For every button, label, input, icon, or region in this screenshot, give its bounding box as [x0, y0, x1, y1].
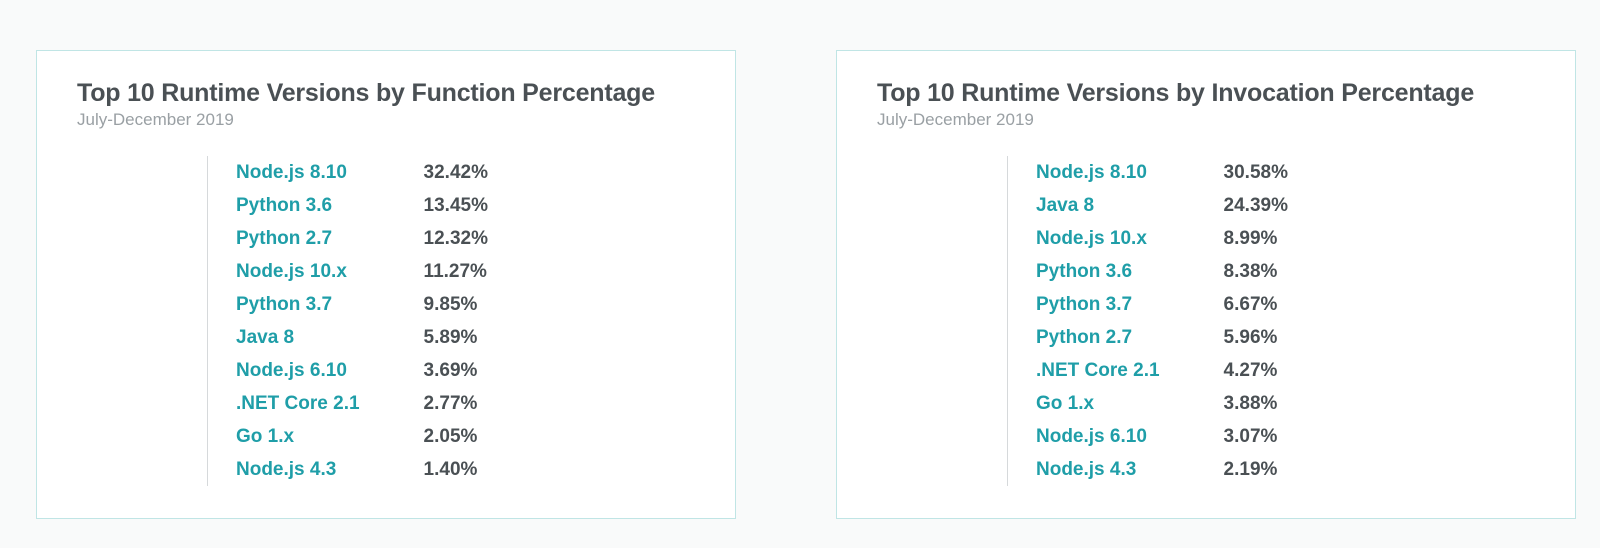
runtime-name: Node.js 8.10 [236, 156, 424, 189]
runtime-name: Node.js 10.x [1036, 222, 1224, 255]
runtime-name: .NET Core 2.1 [236, 387, 424, 420]
runtime-name: Node.js 6.10 [236, 354, 424, 387]
runtime-value: 2.19% [1224, 453, 1288, 486]
runtime-value: 32.42% [424, 156, 488, 189]
runtime-value: 13.45% [424, 189, 488, 222]
runtime-name: Python 3.7 [1036, 288, 1224, 321]
runtime-name: Python 2.7 [236, 222, 424, 255]
panel-subtitle: July-December 2019 [77, 110, 695, 130]
table-row: Go 1.x3.88% [1036, 387, 1288, 420]
table-row: Node.js 6.103.07% [1036, 420, 1288, 453]
panel-invocation-percentage: Top 10 Runtime Versions by Invocation Pe… [836, 50, 1576, 519]
runtime-name: Python 3.7 [236, 288, 424, 321]
panel-list: Node.js 8.1030.58% Java 824.39% Node.js … [877, 156, 1535, 486]
table-row: Node.js 10.x8.99% [1036, 222, 1288, 255]
table-row: Node.js 8.1030.58% [1036, 156, 1288, 189]
table-row: Node.js 4.31.40% [236, 453, 488, 486]
runtime-value: 6.67% [1224, 288, 1288, 321]
runtime-value: 3.69% [424, 354, 488, 387]
runtime-value: 1.40% [424, 453, 488, 486]
table-row: Node.js 8.1032.42% [236, 156, 488, 189]
runtime-value: 2.05% [424, 420, 488, 453]
runtime-name: Node.js 4.3 [1036, 453, 1224, 486]
table-row: .NET Core 2.14.27% [1036, 354, 1288, 387]
canvas: Top 10 Runtime Versions by Function Perc… [0, 0, 1600, 548]
vertical-rule [207, 156, 208, 486]
table-row: Python 3.76.67% [1036, 288, 1288, 321]
table-row: Node.js 10.x11.27% [236, 255, 488, 288]
runtime-name: Node.js 10.x [236, 255, 424, 288]
runtime-value: 9.85% [424, 288, 488, 321]
table-row: Node.js 6.103.69% [236, 354, 488, 387]
runtime-value: 24.39% [1224, 189, 1288, 222]
runtime-name: Python 2.7 [1036, 321, 1224, 354]
runtime-value: 4.27% [1224, 354, 1288, 387]
runtime-value: 12.32% [424, 222, 488, 255]
table-row: Python 3.613.45% [236, 189, 488, 222]
runtime-value: 5.89% [424, 321, 488, 354]
table-row: Python 2.75.96% [1036, 321, 1288, 354]
runtime-name: Go 1.x [1036, 387, 1224, 420]
runtime-name: Python 3.6 [1036, 255, 1224, 288]
table-row: Java 824.39% [1036, 189, 1288, 222]
runtime-name: Python 3.6 [236, 189, 424, 222]
panel-title: Top 10 Runtime Versions by Function Perc… [77, 79, 695, 108]
runtime-value: 11.27% [424, 255, 488, 288]
runtime-value: 8.38% [1224, 255, 1288, 288]
table-row: Python 3.79.85% [236, 288, 488, 321]
runtime-value: 2.77% [424, 387, 488, 420]
rows: Node.js 8.1032.42% Python 3.613.45% Pyth… [236, 156, 488, 486]
panel-subtitle: July-December 2019 [877, 110, 1535, 130]
runtime-value: 3.88% [1224, 387, 1288, 420]
runtime-value: 30.58% [1224, 156, 1288, 189]
table-row: Python 3.68.38% [1036, 255, 1288, 288]
panel-list: Node.js 8.1032.42% Python 3.613.45% Pyth… [77, 156, 695, 486]
table-row: Node.js 4.32.19% [1036, 453, 1288, 486]
table-row: Go 1.x2.05% [236, 420, 488, 453]
table-row: Java 85.89% [236, 321, 488, 354]
runtime-name: Node.js 8.10 [1036, 156, 1224, 189]
table-row: Python 2.712.32% [236, 222, 488, 255]
panel-title: Top 10 Runtime Versions by Invocation Pe… [877, 79, 1535, 108]
vertical-rule [1007, 156, 1008, 486]
runtime-name: Java 8 [236, 321, 424, 354]
runtime-name: Node.js 6.10 [1036, 420, 1224, 453]
panel-function-percentage: Top 10 Runtime Versions by Function Perc… [36, 50, 736, 519]
rows: Node.js 8.1030.58% Java 824.39% Node.js … [1036, 156, 1288, 486]
runtime-name: Node.js 4.3 [236, 453, 424, 486]
runtime-value: 8.99% [1224, 222, 1288, 255]
runtime-value: 5.96% [1224, 321, 1288, 354]
runtime-name: Go 1.x [236, 420, 424, 453]
runtime-name: .NET Core 2.1 [1036, 354, 1224, 387]
table-row: .NET Core 2.12.77% [236, 387, 488, 420]
runtime-name: Java 8 [1036, 189, 1224, 222]
runtime-value: 3.07% [1224, 420, 1288, 453]
